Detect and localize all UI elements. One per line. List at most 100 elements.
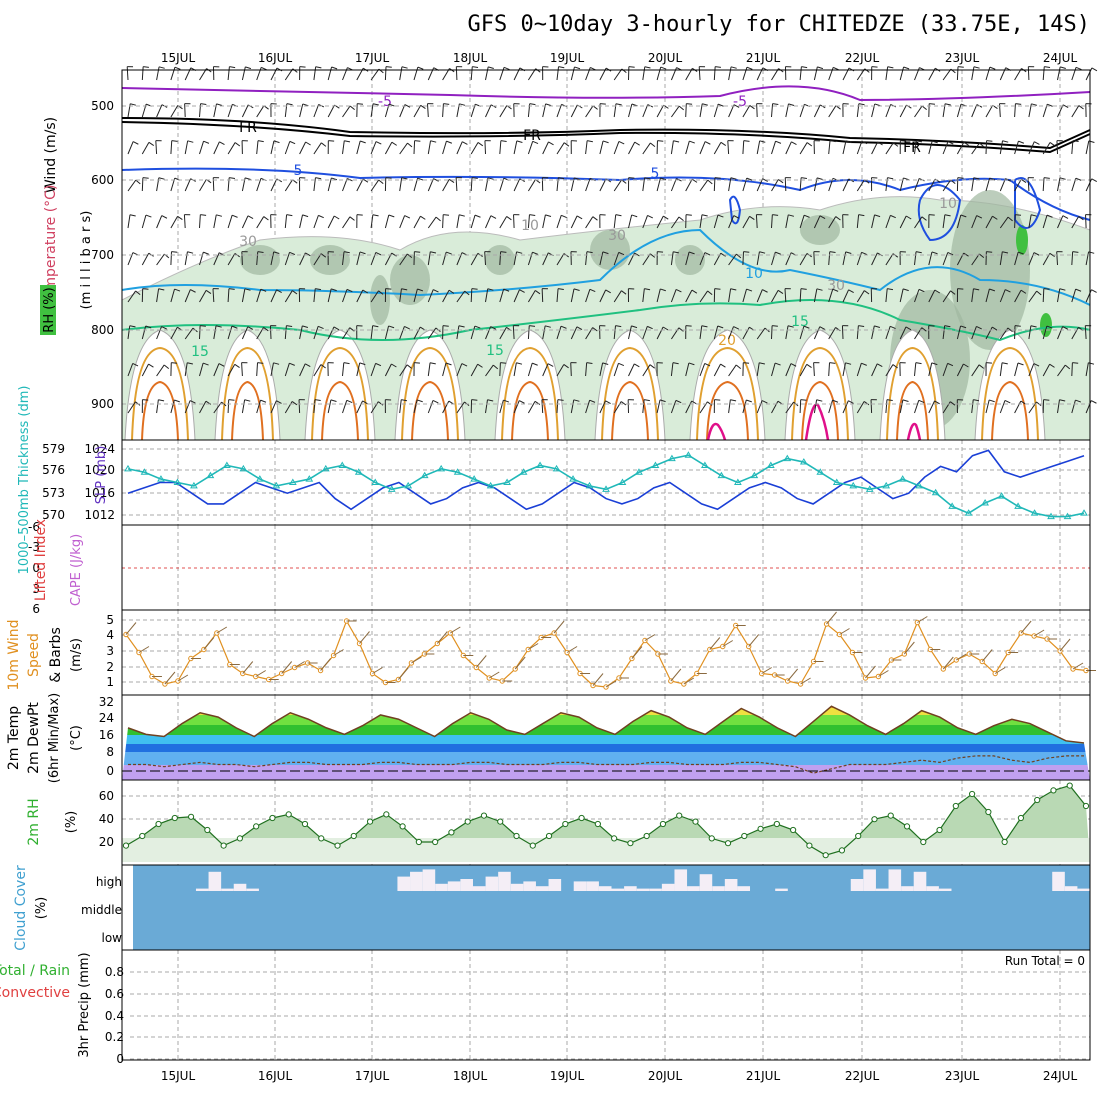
wind-barb (327, 362, 334, 377)
barb-flag (516, 251, 523, 254)
wind-barb (756, 400, 768, 414)
cloud-high-gap (624, 886, 637, 891)
barb-flag (330, 399, 337, 402)
barb-staff (756, 140, 761, 155)
rh-point (790, 826, 797, 834)
wind-barb (742, 362, 750, 377)
barb-flag (662, 326, 669, 331)
barb-flag (1078, 216, 1084, 221)
wind-barb (799, 325, 810, 340)
thickness-marker (124, 464, 132, 472)
wind-barb (656, 177, 667, 192)
barb-flag (573, 288, 580, 291)
date-label-top: 17JUL (355, 51, 390, 65)
wind-barb (566, 646, 578, 653)
barb-staff (513, 362, 517, 377)
wind-barb (570, 140, 578, 155)
ytick-label: 32 (99, 695, 114, 709)
wind-barb (799, 142, 813, 155)
wind-barb (914, 140, 923, 155)
barb-flag (513, 103, 520, 105)
barb-flag (928, 214, 935, 216)
wind-barb (170, 105, 183, 118)
barb-flag (934, 400, 940, 405)
barb-staff (656, 288, 661, 303)
barb-flag (631, 325, 638, 329)
barb-staff (871, 363, 878, 377)
barb-staff (899, 362, 901, 377)
wind-barb (613, 401, 627, 414)
barb-staff (470, 253, 479, 266)
rh-point (676, 812, 683, 819)
barb-staff (914, 289, 920, 303)
wind-barb (356, 140, 366, 155)
wind-barb (613, 251, 625, 266)
thickness-marker (404, 481, 413, 489)
barb-staff (485, 399, 488, 414)
barb-staff (141, 363, 149, 377)
barb-staff (241, 288, 246, 303)
barb-staff (342, 362, 345, 377)
wind-barb (828, 362, 836, 377)
wind-barb (399, 325, 410, 340)
barb-flag (519, 400, 525, 404)
contour-label: 15 (791, 314, 809, 330)
wind-barb (499, 251, 507, 266)
barb-staff (699, 179, 709, 192)
barb-staff (327, 326, 335, 340)
barb-staff (799, 253, 808, 266)
wind-barb (141, 325, 152, 340)
barb-flag (931, 251, 938, 255)
wind-barb (813, 66, 824, 81)
thickness-marker (717, 471, 726, 479)
barb-flag (477, 142, 484, 147)
contour-5-closed (728, 195, 742, 225)
barb-flag (1056, 140, 1063, 142)
cloud-high-gap (535, 886, 549, 891)
barb-flag (430, 251, 437, 254)
wind-barb (427, 251, 437, 266)
wind-barb (713, 399, 721, 414)
barb-staff (370, 290, 379, 303)
barb-flag (963, 252, 969, 257)
barb-staff (241, 66, 246, 81)
barb-flag (743, 251, 750, 253)
barb-staff (199, 141, 205, 155)
barb-staff (585, 362, 588, 377)
wind-barb (156, 364, 170, 377)
barb-flag (1088, 251, 1095, 254)
wind-barb (227, 177, 236, 192)
wind-barb (436, 631, 448, 644)
wind-barb (871, 325, 881, 340)
thickness-marker (849, 481, 858, 489)
barb-flag (458, 325, 465, 328)
barb-staff (484, 140, 486, 155)
wind-barb (442, 140, 453, 155)
barb-staff (728, 364, 737, 377)
barb-staff (256, 216, 265, 229)
wind-barb (284, 362, 295, 377)
barb-staff (1014, 325, 1016, 340)
barb-staff (628, 363, 635, 377)
barb-staff (756, 400, 763, 414)
barb-staff (313, 364, 322, 377)
barb-staff (784, 66, 787, 81)
wind-barb (1014, 251, 1024, 266)
barb-staff (556, 253, 565, 266)
wind-barb (1057, 326, 1069, 340)
wind-barb (599, 325, 606, 340)
ytick-label: -6 (28, 520, 40, 534)
wind-barb (298, 399, 305, 414)
barb-staff (885, 142, 894, 155)
barb-staff (999, 289, 1006, 303)
contour-25 (706, 380, 749, 441)
wind-barb (842, 214, 849, 229)
wind-barb (728, 253, 742, 266)
barb-staff (842, 362, 846, 377)
barb-flag (772, 325, 778, 327)
wind-barb (488, 671, 500, 679)
barb-flag (829, 251, 836, 254)
barb-flag (302, 103, 309, 107)
barb-flag (775, 140, 782, 144)
barb-staff (871, 66, 873, 81)
